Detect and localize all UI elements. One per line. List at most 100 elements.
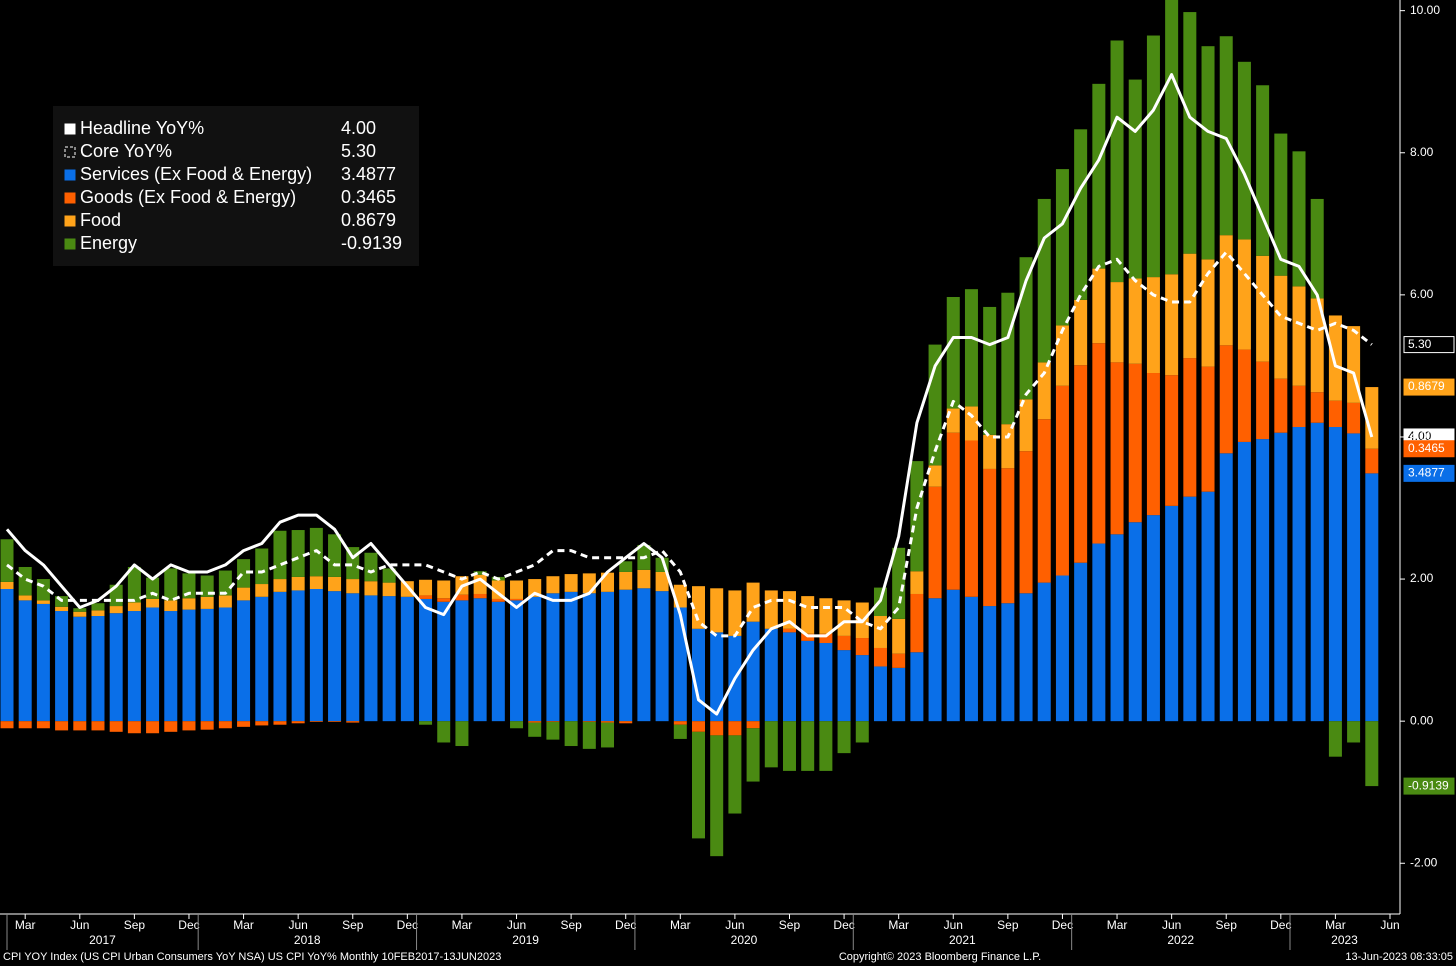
bar-segment: [764, 721, 778, 768]
y-tick-label: 2.00: [1410, 571, 1434, 585]
bar-segment: [1110, 40, 1124, 283]
bar-segment: [1292, 286, 1306, 386]
bar-segment: [546, 593, 560, 722]
bar-segment: [1146, 373, 1160, 516]
bar-segment: [291, 721, 305, 724]
bar-segment: [73, 616, 87, 722]
bar-segment: [746, 728, 760, 782]
bar-segment: [855, 655, 869, 722]
bar-segment: [437, 598, 451, 602]
bar-segment: [692, 731, 705, 839]
bar-segment: [1037, 582, 1051, 722]
bar-segment: [437, 601, 451, 722]
bar-segment: [1237, 349, 1251, 442]
legend-swatch: [64, 123, 76, 135]
bar-segment: [291, 590, 305, 722]
bar-segment: [109, 606, 123, 614]
bar-segment: [1037, 362, 1051, 420]
bar-segment: [510, 580, 524, 599]
y-tick-label: -2.00: [1410, 855, 1438, 869]
bar-segment: [1237, 61, 1251, 240]
legend-value: 3.4877: [341, 164, 396, 184]
bar-segment: [328, 591, 342, 722]
bar-segment: [237, 600, 251, 722]
bar-segment: [710, 632, 724, 722]
bar-segment: [1146, 515, 1160, 722]
bar-segment: [892, 618, 906, 654]
bar-segment: [273, 579, 287, 592]
bar-segment: [419, 579, 433, 596]
legend-swatch: [64, 215, 76, 227]
bar-segment: [1165, 274, 1179, 376]
bar-segment: [18, 600, 32, 722]
bar-segment: [710, 588, 724, 633]
bar-segment: [1365, 387, 1379, 449]
year-label: 2020: [731, 933, 758, 947]
bar-segment: [273, 530, 287, 580]
bar-segment: [218, 570, 232, 596]
bar-segment: [255, 596, 269, 722]
legend-value: 0.3465: [341, 187, 396, 207]
bar-segment: [1328, 427, 1342, 722]
y-tick-label: 10.00: [1410, 3, 1440, 17]
bar-segment: [200, 721, 214, 730]
bar-segment: [127, 566, 141, 603]
bar-segment: [1347, 402, 1361, 434]
bar-segment: [146, 598, 160, 608]
bar-segment: [1219, 345, 1233, 454]
bar-segment: [1128, 522, 1142, 722]
value-tag: -0.9139: [1408, 778, 1449, 792]
bar-segment: [491, 598, 505, 602]
bar-segment: [382, 596, 396, 722]
bar-segment: [619, 589, 633, 722]
legend-swatch: [64, 146, 76, 158]
bar-segment: [309, 721, 323, 722]
bar-segment: [692, 628, 705, 722]
x-tick-label: Jun: [1380, 918, 1399, 932]
bar-segment: [109, 721, 123, 732]
bar-segment: [273, 721, 287, 725]
bar-segment: [346, 593, 360, 722]
legend-value: 5.30: [341, 141, 376, 161]
bar-segment: [1074, 129, 1088, 300]
bar-segment: [437, 721, 451, 743]
bar-segment: [819, 633, 833, 644]
bar-segment: [928, 598, 942, 722]
bar-segment: [1092, 268, 1106, 344]
bar-segment: [364, 552, 378, 582]
bar-segment: [0, 581, 14, 590]
bar-segment: [819, 598, 833, 634]
value-tags: 4.00 5.30 3.4877 0.3465 0.8679 -0.9139: [1403, 336, 1455, 795]
bar-segment: [127, 611, 141, 722]
bar-segment: [0, 589, 14, 722]
x-tick-label: Mar: [1107, 918, 1128, 932]
bar-segment: [1274, 275, 1288, 379]
bar-segment: [837, 600, 851, 636]
year-label: 2018: [294, 933, 321, 947]
x-tick-label: Mar: [452, 918, 473, 932]
bar-segment: [182, 721, 196, 731]
bar-segment: [164, 611, 178, 722]
bar-segment: [946, 296, 960, 409]
bar-segment: [1292, 427, 1306, 722]
bar-segment: [91, 610, 105, 617]
value-tag-box: [1403, 440, 1455, 458]
bar-segment: [510, 721, 524, 729]
legend-label: Energy: [80, 233, 137, 253]
bar-segment: [1347, 721, 1361, 743]
bar-segment: [200, 575, 214, 597]
bar-segment: [237, 721, 251, 727]
bar-segment: [728, 735, 742, 814]
bar-segment: [437, 580, 451, 599]
bar-segment: [873, 647, 887, 667]
legend-label: Goods (Ex Food & Energy): [80, 187, 296, 207]
legend-label: Services (Ex Food & Energy): [80, 164, 312, 184]
bar-segment: [73, 721, 87, 731]
bar-segment: [510, 598, 524, 601]
bar-segment: [692, 586, 705, 629]
bar-segment: [1274, 432, 1288, 722]
bar-segment: [892, 547, 906, 619]
bar-segment: [400, 581, 414, 597]
bar-segment: [146, 607, 160, 722]
bar-segment: [127, 721, 141, 734]
